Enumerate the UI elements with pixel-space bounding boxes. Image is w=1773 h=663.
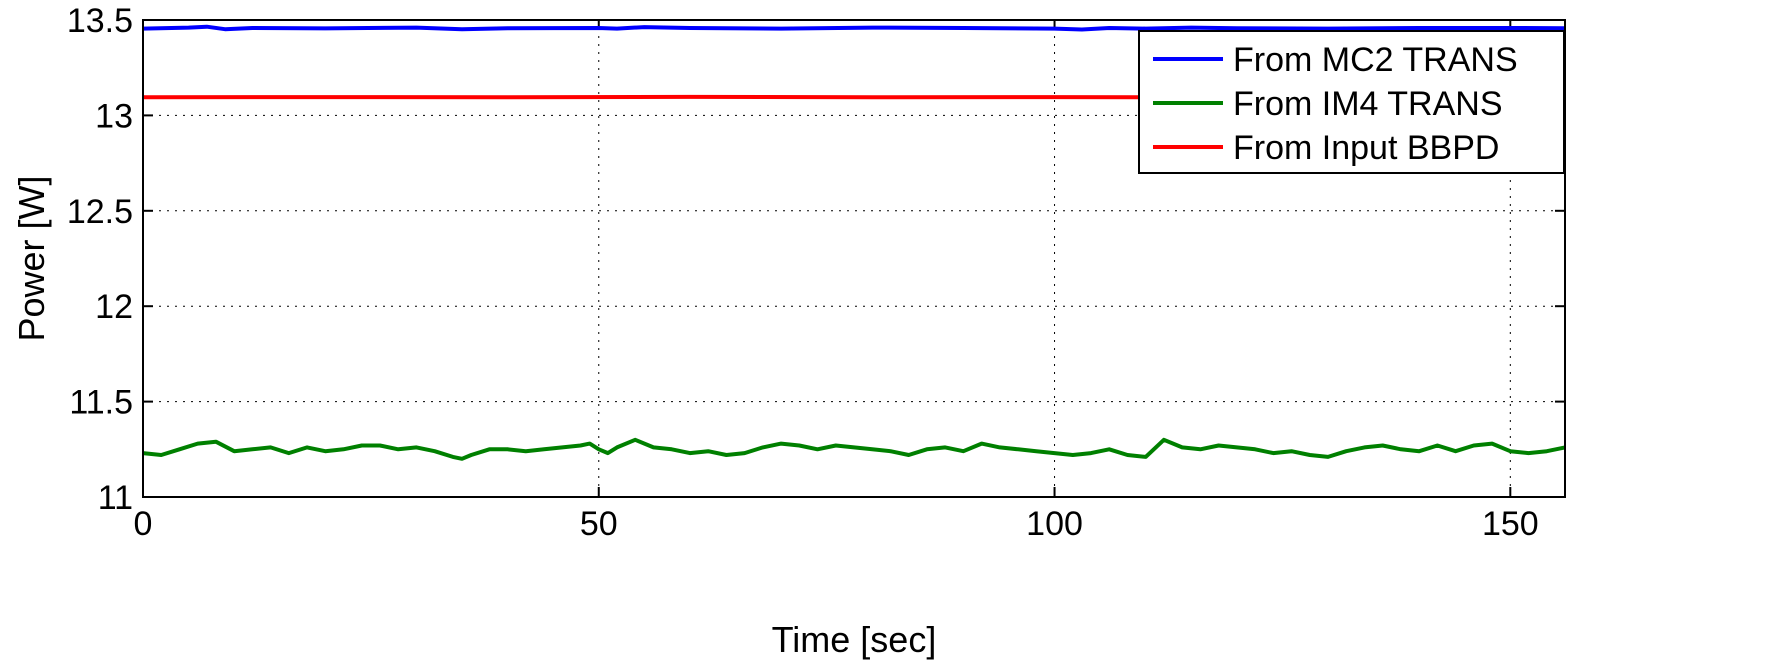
plot-area-frame [142,19,1566,498]
y-axis-label: Power [W] [11,175,52,341]
y-tick-label: 13 [95,97,133,135]
y-tick-label: 11.5 [69,384,133,422]
series-line-1 [142,437,1566,461]
series-line-0 [142,24,1566,32]
legend-label: From IM4 TRANS [1233,85,1503,123]
x-tick-label: 50 [580,505,618,543]
x-tick-label: 100 [1026,505,1083,543]
y-tick-label: 12.5 [67,193,133,231]
legend-label: From MC2 TRANS [1233,41,1518,79]
x-tick-label: 150 [1482,505,1539,543]
y-tick-label: 13.5 [67,2,133,40]
y-tick-label: 11 [98,479,133,517]
legend: From MC2 TRANS From IM4 TRANS From Input B… [1138,30,1565,174]
tick-labels: 0 50 100 150 11 11.5 12 12.5 13 13.5 [67,2,1539,543]
y-tick-label: 12 [95,288,133,326]
x-axis-label: Time [sec] [772,619,937,660]
x-tick-label: 0 [134,505,153,543]
legend-label: From Input BBPD [1233,129,1499,167]
